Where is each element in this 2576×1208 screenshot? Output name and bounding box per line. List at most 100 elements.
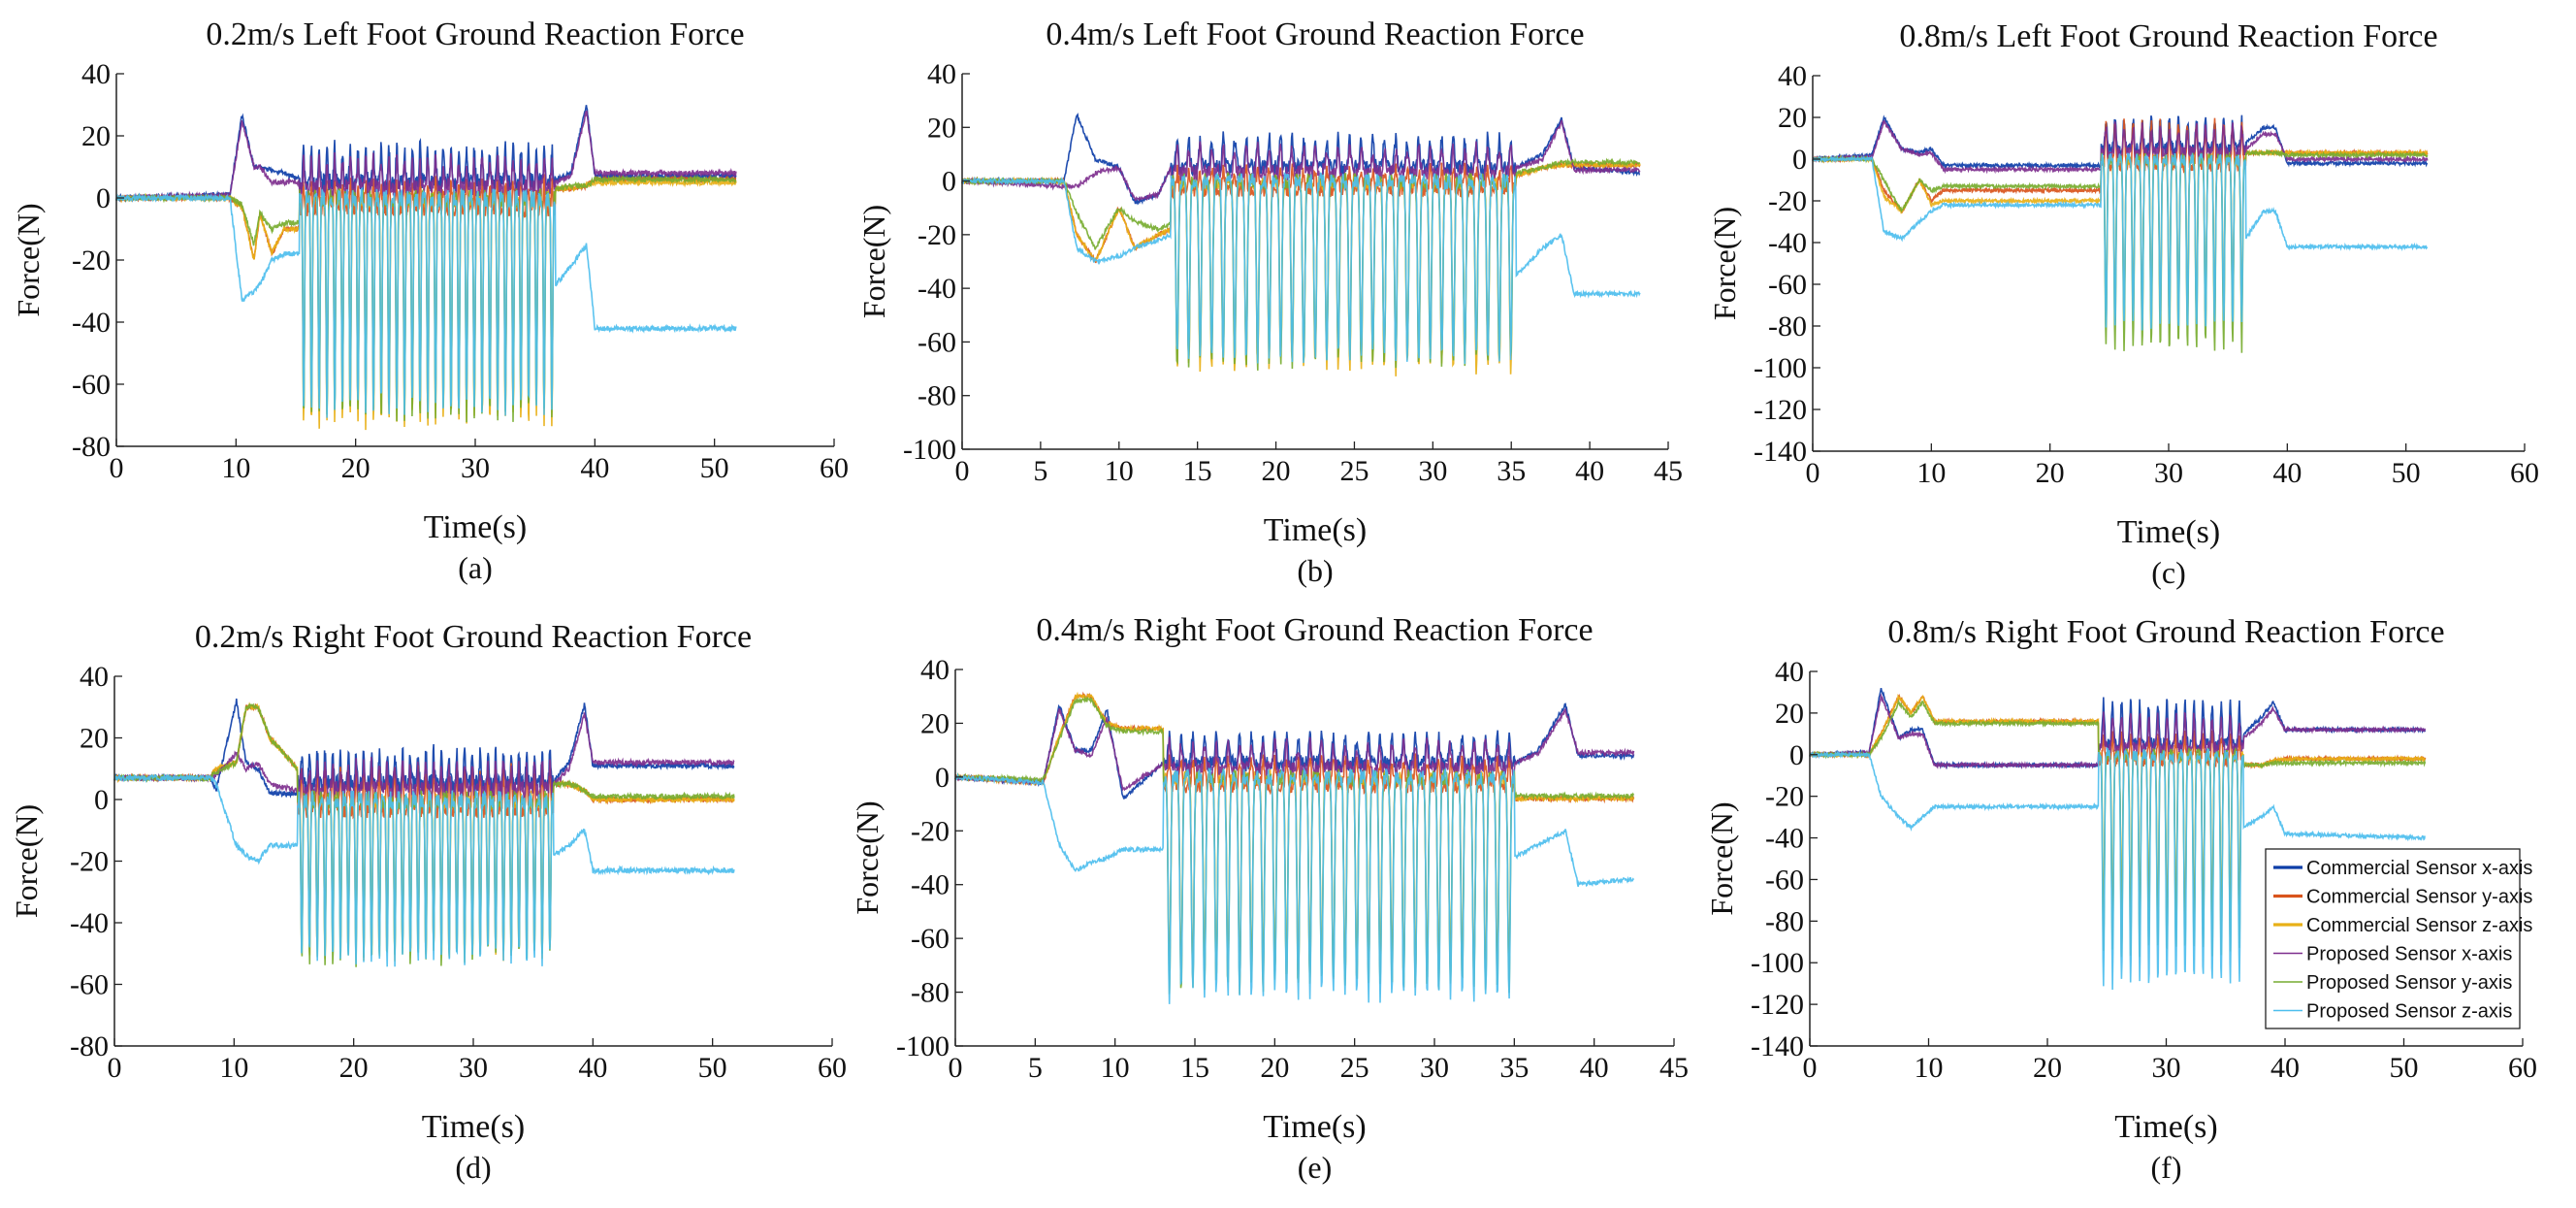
x-tick-label: 5 — [1033, 455, 1047, 487]
x-tick-label: 25 — [1339, 455, 1368, 487]
y-tick-label: -80 — [72, 431, 111, 463]
series-line-proposed-sensor-z-axis — [115, 186, 737, 418]
legend-label-2: Commercial Sensor y-axis — [2306, 887, 2532, 908]
y-tick-label: -80 — [70, 1030, 109, 1062]
x-tick-label: 40 — [578, 1052, 607, 1084]
series-line-proposed-sensor-z-axis — [113, 772, 735, 967]
x-tick-label: 25 — [1340, 1052, 1369, 1084]
x-tick-label: 60 — [2510, 457, 2539, 489]
x-tick-label: 40 — [1580, 1052, 1609, 1084]
x-tick-label: 20 — [2036, 457, 2065, 489]
y-tick-label: -120 — [1751, 989, 1804, 1021]
panel-caption: (d) — [455, 1150, 491, 1185]
x-tick-label: 50 — [2392, 457, 2421, 489]
x-tick-label: 20 — [2033, 1052, 2062, 1084]
y-axis-label: Force(N) — [9, 804, 44, 918]
chart-panel-1: 0 10 20 30 40 50 60 -80 -60 -40 -20 0 20 40 0.2m/s Lef… — [11, 16, 849, 585]
series-line-proposed-sensor-y-axis — [1812, 148, 2429, 353]
x-tick-label: 45 — [1654, 455, 1683, 487]
chart-panel-5: 0 5 10 15 20 25 30 35 40 45 -100 -80 -60 -40 -20 0 20 40 0… — [850, 612, 1689, 1185]
x-axis-label: Time(s) — [2114, 1109, 2217, 1145]
x-tick-label: 0 — [955, 455, 970, 487]
y-tick-label: -60 — [1765, 864, 1804, 896]
x-tick-label: 20 — [1260, 1052, 1289, 1084]
panel-caption: (b) — [1297, 553, 1333, 588]
legend: Commercial Sensor x-axis Commercial Senso… — [2265, 848, 2532, 1029]
chart-panel-4: 0 10 20 30 40 50 60 -80 -60 -40 -20 0 20 40 0.2m/s Rig… — [9, 619, 847, 1185]
series-line-proposed-sensor-z-axis — [1809, 746, 2426, 991]
legend-box — [2265, 848, 2521, 1029]
x-tick-label: 20 — [1262, 455, 1291, 487]
series-line-proposed-sensor-x-axis — [113, 712, 735, 800]
chart-title: 0.8m/s Right Foot Ground Reaction Force — [1887, 614, 2444, 650]
y-tick-label: -60 — [911, 923, 950, 955]
x-tick-label: 20 — [339, 1052, 369, 1084]
series-line-proposed-sensor-x-axis — [961, 119, 1641, 202]
y-tick-label: 40 — [920, 654, 950, 686]
legend-label-5: Proposed Sensor y-axis — [2306, 972, 2512, 994]
x-tick-label: 10 — [1105, 455, 1134, 487]
x-tick-label: 30 — [2154, 457, 2183, 489]
y-tick-label: -40 — [911, 869, 950, 901]
y-tick-label: -40 — [918, 273, 956, 305]
x-tick-label: 30 — [1420, 1052, 1449, 1084]
y-tick-label: -20 — [1765, 781, 1804, 813]
chart-title: 0.2m/s Right Foot Ground Reaction Force — [195, 619, 752, 655]
series-line-commercial-sensor-z-axis — [1812, 147, 2429, 317]
chart-title: 0.4m/s Right Foot Ground Reaction Force — [1036, 612, 1593, 648]
y-tick-label: -20 — [911, 815, 950, 847]
y-tick-label: -60 — [70, 969, 109, 1001]
x-tick-label: 0 — [949, 1052, 963, 1084]
x-tick-label: 40 — [1575, 455, 1604, 487]
y-tick-label: 0 — [1789, 739, 1804, 771]
y-tick-label: -20 — [1768, 185, 1807, 217]
x-tick-label: 30 — [459, 1052, 488, 1084]
y-tick-label: -80 — [911, 977, 950, 1009]
x-tick-label: 45 — [1659, 1052, 1689, 1084]
chart-panel-6: 0 10 20 30 40 50 60 -140 -120 -100 -80 -60 -40 -20 0 20… — [1704, 614, 2537, 1185]
y-tick-label: -80 — [1765, 905, 1804, 937]
series-line-proposed-sensor-x-axis — [1809, 693, 2427, 770]
x-tick-label: 30 — [1418, 455, 1447, 487]
y-tick-label: 20 — [1775, 698, 1804, 730]
y-tick-label: -40 — [70, 907, 109, 939]
x-tick-label: 40 — [580, 452, 609, 484]
x-tick-label: 50 — [698, 1052, 727, 1084]
x-tick-label: 50 — [700, 452, 729, 484]
y-tick-label: 40 — [1778, 60, 1807, 92]
y-tick-label: -40 — [1765, 823, 1804, 855]
legend-label-3: Commercial Sensor z-axis — [2306, 915, 2532, 936]
y-axis-label: Force(N) — [11, 203, 46, 316]
y-tick-label: -100 — [896, 1030, 950, 1062]
x-axis-label: Time(s) — [422, 1109, 525, 1145]
y-tick-label: -100 — [1751, 947, 1804, 979]
y-tick-label: 20 — [81, 120, 111, 152]
y-axis-label: Force(N) — [1707, 207, 1742, 320]
x-tick-label: 15 — [1180, 1052, 1209, 1084]
x-axis-label: Time(s) — [1263, 1109, 1366, 1145]
series-line-proposed-sensor-x-axis — [954, 707, 1635, 792]
y-axis-label: Force(N) — [856, 205, 891, 318]
chart-panel-3: 0 10 20 30 40 50 60 -140 -120 -100 -80 -60 -40 -20 0 20… — [1707, 18, 2539, 590]
y-axis-label: Force(N) — [1704, 801, 1739, 915]
x-tick-label: 50 — [2390, 1052, 2419, 1084]
y-tick-label: 40 — [1775, 656, 1804, 688]
y-tick-label: -60 — [918, 326, 956, 358]
y-tick-label: 20 — [927, 112, 956, 144]
x-axis-label: Time(s) — [424, 509, 527, 545]
y-tick-label: -80 — [1768, 310, 1807, 343]
y-tick-label: 0 — [96, 182, 111, 214]
x-tick-label: 0 — [1806, 457, 1820, 489]
y-tick-label: -40 — [72, 307, 111, 339]
series-line-proposed-sensor-z-axis — [1812, 151, 2429, 331]
x-tick-label: 10 — [1915, 1052, 1944, 1084]
x-tick-label: 10 — [219, 1052, 248, 1084]
x-tick-label: 0 — [108, 1052, 122, 1084]
x-tick-label: 60 — [820, 452, 849, 484]
x-tick-label: 40 — [2272, 457, 2302, 489]
x-tick-label: 5 — [1028, 1052, 1043, 1084]
y-tick-label: 0 — [94, 784, 109, 816]
y-tick-label: 20 — [1778, 102, 1807, 134]
